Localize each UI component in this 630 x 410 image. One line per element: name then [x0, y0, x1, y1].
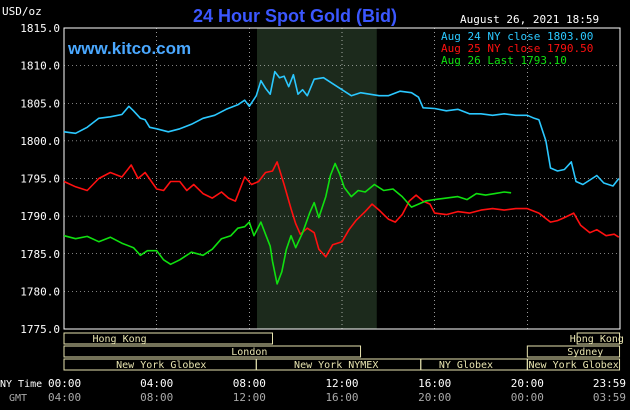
session-label: New York Globex — [529, 360, 619, 371]
chart-title: 24 Hour Spot Gold (Bid) — [193, 6, 397, 26]
session-band — [526, 358, 621, 371]
unit-label: USD/oz — [2, 5, 42, 18]
x-label-gmt: GMT — [9, 393, 27, 404]
x-tick-gmt: 03:59 — [593, 391, 626, 404]
x-tick-ny: 04:00 — [140, 377, 173, 390]
x-tick-gmt: 20:00 — [418, 391, 451, 404]
x-tick-ny: 23:59 — [593, 377, 626, 390]
x-tick-gmt: 00:00 — [511, 391, 544, 404]
legend-aug24: Aug 24 NY close 1803.00 — [441, 30, 593, 43]
site-watermark: www.kitco.com — [67, 39, 191, 58]
series-line-aug-26 — [63, 162, 512, 285]
plot-frame — [63, 27, 621, 330]
y-tick-label: 1785.0 — [20, 248, 60, 261]
x-label-ny-time: NY Time — [0, 379, 42, 390]
session-band — [63, 345, 362, 358]
y-axis-ticks: 1815.0 1810.0 1805.0 1800.0 1795.0 1790.0 1785… — [20, 22, 60, 336]
legend-aug26: Aug 26 Last 1793.10 — [441, 54, 567, 67]
y-tick-label: 1815.0 — [20, 22, 60, 35]
session-band — [63, 332, 273, 345]
market-sessions: Hong Kong Hong Kong London Sydney New York G… — [63, 332, 624, 371]
series-line-aug-25 — [63, 161, 620, 258]
series-lines — [63, 70, 620, 285]
x-axis-ticks: 00:0004:0004:0008:0008:0012:0012:0016:00… — [48, 377, 626, 404]
x-tick-ny: 00:00 — [48, 377, 81, 390]
session-band — [576, 332, 621, 345]
session-band — [526, 345, 621, 358]
date-time-stamp: August 26, 2021 18:59 — [460, 13, 599, 26]
session-label: New York Globex — [116, 360, 206, 371]
x-tick-gmt: 04:00 — [48, 391, 81, 404]
y-tick-label: 1780.0 — [20, 285, 60, 298]
session-label: New York NYMEX — [294, 360, 378, 371]
x-tick-gmt: 12:00 — [233, 391, 266, 404]
x-tick-ny: 16:00 — [418, 377, 451, 390]
y-tick-label: 1805.0 — [20, 97, 60, 110]
session-label: Hong Kong — [570, 334, 624, 345]
session-label: London — [231, 347, 267, 358]
x-tick-ny: 12:00 — [325, 377, 358, 390]
y-tick-label: 1800.0 — [20, 135, 60, 148]
y-tick-label: 1795.0 — [20, 173, 60, 186]
session-label: Hong Kong — [93, 334, 147, 345]
y-tick-label: 1810.0 — [20, 60, 60, 73]
x-tick-ny: 20:00 — [511, 377, 544, 390]
legend: Aug 24 NY close 1803.00 Aug 25 NY close … — [441, 30, 593, 67]
x-tick-gmt: 08:00 — [140, 391, 173, 404]
x-tick-ny: 08:00 — [233, 377, 266, 390]
y-tick-label: 1790.0 — [20, 210, 60, 223]
y-tick-label: 1775.0 — [20, 323, 60, 336]
series-line-aug-24 — [63, 70, 620, 187]
legend-aug25: Aug 25 NY close 1790.50 — [441, 42, 593, 55]
x-tick-gmt: 16:00 — [325, 391, 358, 404]
session-label: NY Globex — [439, 360, 493, 371]
session-label: Sydney — [567, 347, 603, 358]
